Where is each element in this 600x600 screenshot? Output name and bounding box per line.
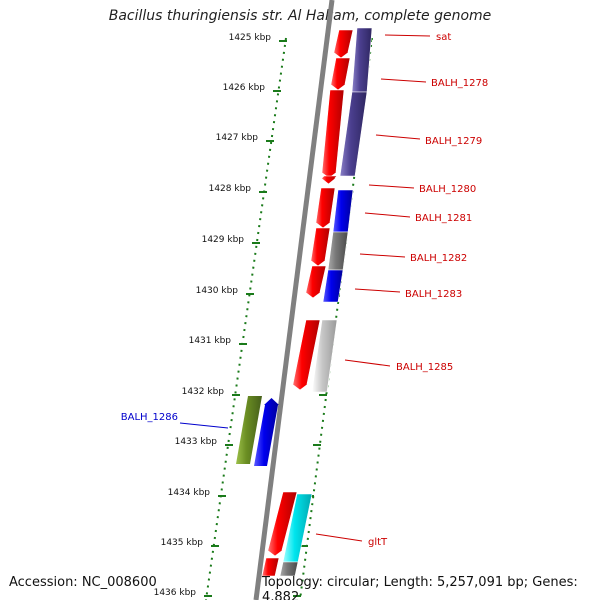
gene-leader-line bbox=[375, 134, 421, 140]
gene-leader-line bbox=[364, 212, 411, 218]
gene-leader-line bbox=[384, 34, 431, 37]
cog-feature bbox=[322, 269, 344, 303]
cds-feature-forward bbox=[266, 491, 298, 557]
tick-label: 1432 kbp bbox=[182, 387, 225, 397]
gene-label: BALH_1279 bbox=[425, 136, 482, 147]
ruler-line-left bbox=[205, 37, 287, 600]
gene-label: BALH_1282 bbox=[410, 253, 467, 264]
tick-label: 1430 kbp bbox=[196, 286, 239, 296]
feature-tracks bbox=[236, 27, 373, 577]
gene-label: BALH_1285 bbox=[396, 362, 453, 373]
tick-label: 1429 kbp bbox=[202, 235, 245, 245]
topology-text: Topology: circular; Length: 5,257,091 bp… bbox=[262, 575, 578, 600]
cds-feature-reverse-arrow bbox=[254, 398, 279, 466]
cog-feature bbox=[327, 231, 349, 271]
tick-label: 1425 kbp bbox=[229, 33, 272, 43]
cds-feature-forward bbox=[332, 29, 354, 59]
gene-label: gltT bbox=[368, 537, 388, 548]
cds-feature-forward bbox=[320, 89, 345, 179]
cog-feature bbox=[339, 91, 368, 177]
gene-label: BALH_1283 bbox=[405, 289, 462, 300]
gene-label: BALH_1286 bbox=[121, 412, 178, 423]
cds-feature-forward bbox=[304, 265, 327, 299]
cds-feature-reverse bbox=[236, 396, 262, 464]
backbone-line bbox=[253, 0, 335, 600]
gene-label-layer: sat BALH_1278 BALH_1279 BALH_1280 BALH_1281 B… bbox=[121, 32, 489, 548]
accession-text: Accession: NC_008600 bbox=[9, 575, 157, 590]
cds-feature-forward bbox=[309, 227, 331, 267]
tick-label: 1431 kbp bbox=[189, 336, 232, 346]
gene-leader-line bbox=[380, 78, 427, 83]
gene-leader-line bbox=[354, 288, 401, 293]
gene-label: BALH_1280 bbox=[419, 184, 476, 195]
cog-feature bbox=[332, 189, 354, 233]
tick-label: 1426 kbp bbox=[223, 83, 266, 93]
cds-feature-forward bbox=[320, 175, 338, 185]
gene-leader-line bbox=[315, 533, 363, 542]
tick-label: 1434 kbp bbox=[168, 488, 211, 498]
tick-label: 1436 kbp bbox=[154, 588, 197, 598]
cds-feature-forward bbox=[329, 57, 351, 91]
map-title: Bacillus thuringiensis str. Al Hakam, co… bbox=[108, 8, 492, 24]
gene-label: BALH_1278 bbox=[431, 78, 488, 89]
gene-leader-line bbox=[344, 359, 391, 367]
gene-leader-line bbox=[359, 253, 406, 258]
genome-backbone bbox=[253, 0, 335, 600]
gene-leader-line bbox=[179, 422, 229, 429]
tick-label: 1435 kbp bbox=[161, 538, 204, 548]
cog-feature bbox=[351, 27, 373, 93]
cog-feature bbox=[279, 561, 299, 577]
cds-feature-forward bbox=[314, 187, 336, 229]
cds-feature-forward bbox=[261, 557, 280, 577]
tick-label: 1433 kbp bbox=[175, 437, 218, 447]
tick-label: 1428 kbp bbox=[209, 184, 252, 194]
gene-label: sat bbox=[436, 32, 451, 43]
gene-label: BALH_1281 bbox=[415, 213, 472, 224]
tick-label: 1427 kbp bbox=[216, 133, 259, 143]
cog-feature bbox=[311, 319, 338, 393]
gene-leader-line bbox=[368, 184, 415, 189]
cds-feature-forward bbox=[291, 319, 321, 391]
